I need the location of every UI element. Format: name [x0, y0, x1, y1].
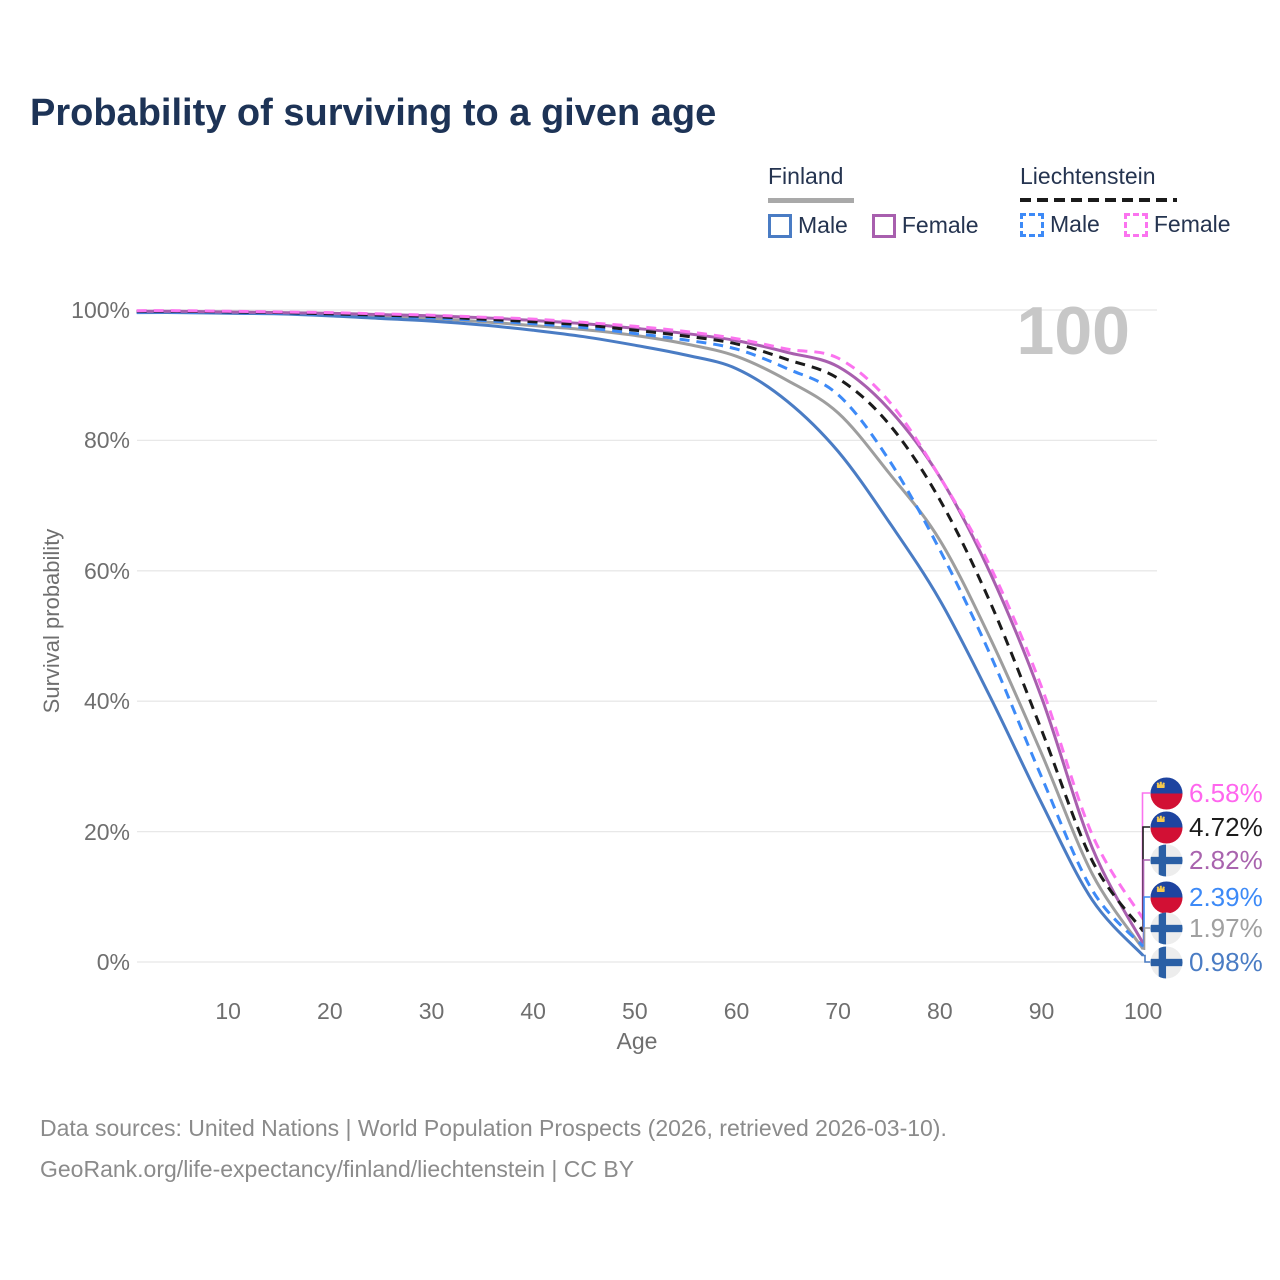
x-tick-label-70: 70 [825, 998, 851, 1024]
end-label-value: 6.58% [1189, 778, 1263, 808]
end-label-finland_female[interactable]: 2.82% [1150, 843, 1263, 877]
attribution-line: GeoRank.org/life-expectancy/finland/liec… [40, 1156, 635, 1182]
legend-item-finland-female[interactable]: Female [901, 212, 979, 238]
end-label-connector-finland_total [1143, 927, 1150, 950]
y-tick-label-80: 80% [83, 427, 130, 454]
y-tick-label-20: 20% [83, 818, 130, 845]
liechtenstein-flag-icon [1150, 880, 1183, 914]
end-label-liechtenstein_total[interactable]: 4.72% [1150, 810, 1263, 844]
x-axis-title: Age [616, 1028, 658, 1054]
data-sources-line: Data sources: United Nations | World Pop… [40, 1115, 947, 1141]
legend-group-finland: Finland Male Female [768, 163, 997, 239]
finland-male-swatch[interactable] [768, 213, 792, 238]
liechtenstein-male-swatch[interactable] [1020, 212, 1044, 237]
survival-chart [136, 309, 1157, 963]
series-line-liechtenstein_total[interactable] [136, 309, 1145, 933]
liechtenstein-female-swatch[interactable] [1123, 212, 1148, 237]
finland-flag-icon [1150, 945, 1183, 979]
x-tick-label-100: 100 [1123, 998, 1163, 1024]
finland-flag-icon [1150, 911, 1183, 945]
y-tick-label-60: 60% [83, 557, 130, 584]
end-label-connector-finland_male [1143, 954, 1150, 963]
liechtenstein-flag-icon [1150, 810, 1183, 844]
end-label-value: 0.98% [1189, 947, 1263, 977]
end-label-finland_male[interactable]: 0.98% [1150, 945, 1263, 979]
series-line-liechtenstein_male[interactable] [136, 310, 1145, 948]
y-tick-label-40: 40% [83, 688, 130, 715]
end-label-connector-liechtenstein_male [1143, 896, 1150, 948]
end-label-value: 2.82% [1189, 845, 1263, 875]
legend-group-liechtenstein: Liechtenstein Male Female [1020, 163, 1249, 238]
page-title: Probability of surviving to a given age [30, 92, 717, 134]
series-line-finland_male[interactable] [136, 311, 1145, 957]
legend-item-liechtenstein-female[interactable]: Female [1153, 211, 1231, 237]
x-tick-label-90: 90 [1028, 998, 1055, 1024]
x-tick-label-20: 20 [317, 998, 343, 1024]
x-tick-label-30: 30 [418, 998, 445, 1024]
end-label-liechtenstein_female[interactable]: 6.58% [1150, 776, 1263, 810]
x-tick-label-60: 60 [723, 998, 750, 1024]
series-line-liechtenstein_female[interactable] [136, 309, 1145, 920]
y-tick-label-0: 0% [96, 949, 130, 975]
liechtenstein-flag-icon [1150, 776, 1183, 810]
x-tick-label-10: 10 [215, 998, 241, 1024]
series-line-finland_total[interactable] [136, 310, 1145, 951]
finland-female-swatch[interactable] [871, 213, 896, 238]
series-line-finland_female[interactable] [136, 309, 1145, 945]
end-label-finland_total[interactable]: 1.97% [1150, 911, 1263, 945]
x-tick-label-50: 50 [622, 998, 648, 1024]
legend-header-liechtenstein[interactable]: Liechtenstein [1020, 163, 1156, 189]
legend-item-finland-male[interactable]: Male [798, 212, 848, 238]
finland-flag-icon [1150, 843, 1183, 877]
end-label-value: 1.97% [1189, 913, 1263, 943]
footer: Data sources: United Nations | World Pop… [40, 1108, 947, 1190]
age-watermark: 100 [1016, 293, 1130, 369]
end-label-value: 4.72% [1189, 812, 1263, 842]
x-tick-label-80: 80 [927, 998, 953, 1024]
finland-solid-line-swatch [768, 198, 854, 203]
legend-item-liechtenstein-male[interactable]: Male [1050, 211, 1100, 237]
liechtenstein-dashed-line-swatch [1020, 198, 1177, 202]
end-label-value: 2.39% [1189, 882, 1263, 912]
legend-header-finland[interactable]: Finland [768, 163, 844, 189]
y-tick-label-100: 100% [71, 297, 130, 323]
end-label-liechtenstein_male[interactable]: 2.39% [1150, 880, 1263, 914]
x-tick-label-40: 40 [520, 998, 546, 1024]
